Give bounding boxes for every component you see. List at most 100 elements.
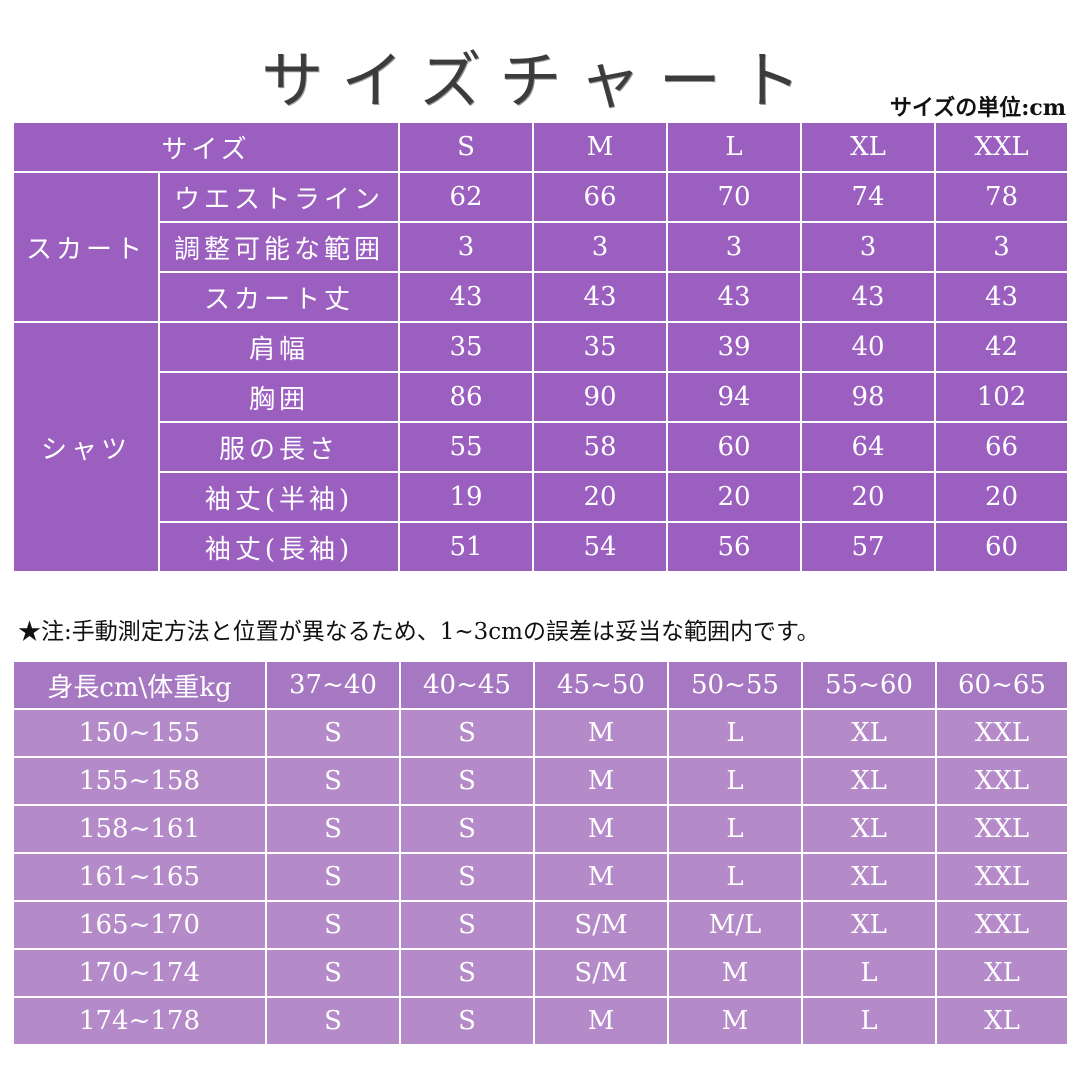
measurement-value: 62 <box>398 171 535 223</box>
recommended-size-cell: XL <box>801 852 937 902</box>
measurement-value: 39 <box>666 321 803 373</box>
recommended-size-cell: M <box>667 948 803 998</box>
weight-range-cell: 37~40 <box>265 660 401 710</box>
page-title: サイズチャート <box>261 44 819 117</box>
recommended-size-cell: S <box>399 948 535 998</box>
measurement-value: 58 <box>532 421 669 473</box>
weight-range-cell: 50~55 <box>667 660 803 710</box>
fit-table-row: 155~158 S S M L XL XXL <box>12 756 1069 806</box>
size-header-cell: M <box>532 121 669 173</box>
recommended-size-cell: L <box>667 756 803 806</box>
size-table-row: 袖丈(半袖) 19 20 20 20 20 <box>13 471 1070 523</box>
measurement-value: 60 <box>666 421 803 473</box>
fit-table-header: 身長cm\体重kg 37~40 40~45 45~50 50~55 55~60 60~65 <box>12 660 1069 710</box>
recommended-size-cell: XXL <box>935 900 1069 950</box>
measurement-value: 3 <box>398 221 535 273</box>
recommended-size-cell: M <box>533 756 669 806</box>
measurement-value: 40 <box>800 321 937 373</box>
size-header-cell: XXL <box>934 121 1070 173</box>
height-range-cell: 170~174 <box>12 948 267 998</box>
fit-table-row: 161~165 S S M L XL XXL <box>12 852 1069 902</box>
recommended-size-cell: S <box>265 852 401 902</box>
recommended-size-cell: S <box>265 708 401 758</box>
size-header-cell: L <box>666 121 803 173</box>
measurement-value: 66 <box>532 171 669 223</box>
height-range-cell: 165~170 <box>12 900 267 950</box>
measurement-value: 60 <box>934 521 1070 573</box>
fit-table-row: 170~174 S S S/M M L XL <box>12 948 1069 998</box>
size-table-header: サイズ S M L XL XXL <box>11 121 1070 173</box>
measurement-value: 35 <box>398 321 535 373</box>
measurement-value: 94 <box>666 371 803 423</box>
recommended-size-cell: S <box>265 756 401 806</box>
measurement-value: 42 <box>934 321 1070 373</box>
measurement-value: 43 <box>666 271 803 323</box>
measurement-label: スカート丈 <box>157 271 401 323</box>
recommended-size-cell: L <box>801 948 937 998</box>
weight-range-cell: 55~60 <box>801 660 937 710</box>
measurement-value: 20 <box>532 471 669 523</box>
recommended-size-cell: L <box>667 708 803 758</box>
measurement-note: ★注:手動測定方法と位置が異なるため、1~3cmの誤差は妥当な範囲内です。 <box>18 619 820 645</box>
recommended-size-cell: XL <box>801 900 937 950</box>
weight-range-cell: 45~50 <box>533 660 669 710</box>
size-table-row: スカート ウエストライン 62 66 70 74 78 <box>12 171 1070 323</box>
measurement-value: 74 <box>800 171 937 223</box>
measurement-value: 35 <box>532 321 669 373</box>
recommended-size-cell: S <box>265 948 401 998</box>
measurement-value: 20 <box>934 471 1070 523</box>
recommended-size-cell: S <box>399 852 535 902</box>
recommended-size-cell: XL <box>801 756 937 806</box>
measurement-value: 20 <box>800 471 937 523</box>
measurement-value: 56 <box>666 521 803 573</box>
height-range-cell: 174~178 <box>12 996 267 1046</box>
recommended-size-cell: S <box>265 900 401 950</box>
recommended-size-cell: XXL <box>935 852 1069 902</box>
measurement-value: 3 <box>666 221 803 273</box>
recommended-size-cell: S <box>399 708 535 758</box>
unit-label: サイズの単位:cm <box>889 95 1066 121</box>
recommended-size-cell: S <box>399 756 535 806</box>
measurement-label: 服の長さ <box>157 421 401 473</box>
measurement-value: 78 <box>934 171 1070 223</box>
fit-table-row: 158~161 S S M L XL XXL <box>12 804 1069 854</box>
recommended-size-cell: XL <box>935 948 1069 998</box>
recommended-size-cell: XL <box>801 708 937 758</box>
size-table: サイズ S M L XL XXL スカート ウエストライン 62 66 70 74 78 調整可能な範囲 3… <box>11 121 1070 573</box>
weight-range-cell: 40~45 <box>399 660 535 710</box>
recommended-size-cell: S <box>265 996 401 1046</box>
measurement-value: 98 <box>800 371 937 423</box>
measurement-value: 20 <box>666 471 803 523</box>
measurement-value: 55 <box>398 421 535 473</box>
recommended-size-cell: M <box>533 996 669 1046</box>
fit-corner-label: 身長cm\体重kg <box>12 660 267 710</box>
measurement-value: 43 <box>532 271 669 323</box>
recommended-size-cell: XL <box>935 996 1069 1046</box>
size-table-row: 袖丈(長袖) 51 54 56 57 60 <box>13 521 1070 573</box>
size-table-row: スカート丈 43 43 43 43 43 <box>13 271 1070 323</box>
recommended-size-cell: S <box>399 996 535 1046</box>
recommended-size-cell: S/M <box>533 900 669 950</box>
measurement-value: 102 <box>934 371 1070 423</box>
recommended-size-cell: L <box>667 804 803 854</box>
size-header-cell: S <box>398 121 535 173</box>
recommended-size-cell: S <box>399 804 535 854</box>
measurement-label: ウエストライン <box>157 171 401 223</box>
measurement-value: 43 <box>800 271 937 323</box>
measurement-value: 70 <box>666 171 803 223</box>
measurement-value: 3 <box>934 221 1070 273</box>
size-table-row: 服の長さ 55 58 60 64 66 <box>13 421 1070 473</box>
measurement-value: 51 <box>398 521 535 573</box>
fit-table: 身長cm\体重kg 37~40 40~45 45~50 50~55 55~60 60~65 1… <box>12 660 1069 1046</box>
fit-table-row: 165~170 S S S/M M/L XL XXL <box>12 900 1069 950</box>
measurement-value: 57 <box>800 521 937 573</box>
fit-table-row: 150~155 S S M L XL XXL <box>12 708 1069 758</box>
measurement-value: 3 <box>800 221 937 273</box>
measurement-label: 調整可能な範囲 <box>157 221 401 273</box>
measurement-value: 90 <box>532 371 669 423</box>
fit-table-row: 174~178 S S M M L XL <box>12 996 1069 1046</box>
recommended-size-cell: XXL <box>935 804 1069 854</box>
recommended-size-cell: L <box>667 852 803 902</box>
measurement-value: 66 <box>934 421 1070 473</box>
size-header-label: サイズ <box>11 121 401 173</box>
